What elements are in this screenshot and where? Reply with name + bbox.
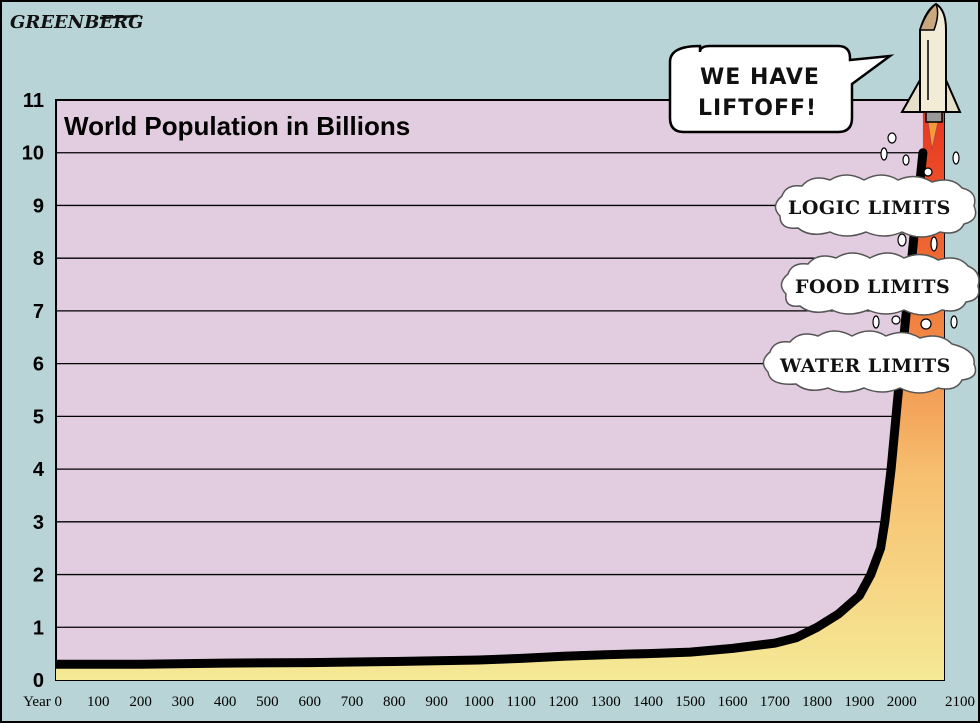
- y-tick-label: 3: [33, 512, 44, 534]
- x-tick-label: 600: [298, 694, 321, 710]
- y-tick-label: 2: [33, 565, 44, 587]
- cloud-icon: [762, 330, 977, 394]
- x-tick-label: 900: [425, 694, 448, 710]
- y-tick-label: 0: [33, 670, 44, 692]
- x-tick-label: 2100: [945, 694, 975, 710]
- cloud-label-water: WATER LIMITS: [779, 355, 951, 377]
- y-tick-label: 6: [33, 354, 44, 376]
- cloud-water-limits: WATER LIMITS: [762, 330, 977, 394]
- gridlines: [56, 152, 944, 628]
- y-axis-tick-labels: 0 1 2 3 4 5 6 7 8 9 10 11: [22, 90, 45, 692]
- signature: GREENBERG: [10, 12, 144, 33]
- signature-text: GREENBERG: [10, 12, 144, 33]
- x-tick-label: 2000: [887, 694, 917, 710]
- y-tick-label: 7: [33, 301, 44, 323]
- x-tick-label: 1700: [760, 694, 790, 710]
- x-tick-label: 1100: [506, 694, 535, 710]
- y-tick-label: 11: [23, 90, 44, 112]
- cloud-icon: [774, 174, 977, 238]
- splash-droplets: [872, 132, 960, 330]
- cloud-icon: [780, 252, 980, 316]
- x-tick-label: 1000: [464, 694, 494, 710]
- x-tick-label: 1500: [675, 694, 705, 710]
- speech-bubble-line-1: WE HAVE: [700, 65, 820, 90]
- x-axis-tick-labels: Year 0 100 200 300 400 500 600 700 800 900 1000 110…: [23, 694, 975, 710]
- y-tick-label: 4: [33, 459, 45, 481]
- y-tick-label: 9: [33, 195, 44, 217]
- speech-bubble: WE HAVE LIFTOFF!: [668, 44, 895, 134]
- y-tick-label: 8: [33, 248, 44, 270]
- x-tick-label: 1200: [548, 694, 578, 710]
- x-tick-label: 1900: [844, 694, 874, 710]
- chart-title: World Population in Billions: [64, 111, 410, 141]
- speech-bubble-line-2: LIFTOFF!: [698, 96, 817, 121]
- cloud-label-food: FOOD LIMITS: [795, 276, 950, 298]
- x-tick-label: Year 0: [23, 694, 62, 710]
- y-tick-label: 1: [33, 617, 44, 639]
- x-tick-label: 1600: [718, 694, 748, 710]
- x-tick-label: 300: [172, 694, 195, 710]
- population-area-fill: [56, 100, 944, 680]
- cloud-food-limits: FOOD LIMITS: [780, 252, 980, 316]
- y-tick-label: 5: [33, 406, 44, 428]
- x-tick-label: 200: [129, 694, 152, 710]
- x-tick-label: 500: [256, 694, 279, 710]
- x-tick-label: 100: [87, 694, 110, 710]
- y-tick-label: 10: [22, 143, 44, 165]
- cloud-label-logic: LOGIC LIMITS: [788, 197, 951, 219]
- x-tick-label: 1300: [591, 694, 621, 710]
- x-tick-label: 1800: [802, 694, 832, 710]
- x-tick-label: 1400: [633, 694, 663, 710]
- cloud-logic-limits: LOGIC LIMITS: [774, 174, 977, 238]
- rocket-icon: [900, 2, 962, 151]
- x-tick-label: 700: [341, 694, 364, 710]
- x-tick-label: 400: [214, 694, 237, 710]
- x-tick-label: 800: [383, 694, 406, 710]
